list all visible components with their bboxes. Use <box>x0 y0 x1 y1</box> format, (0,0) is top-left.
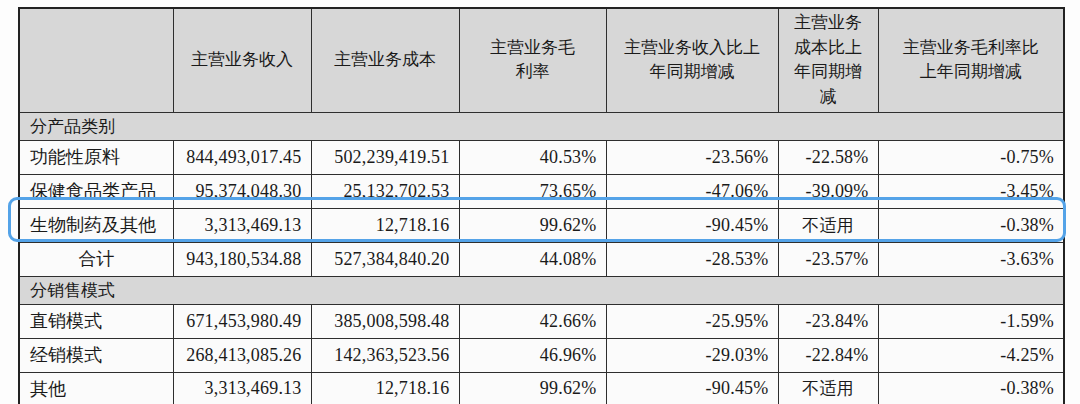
cell-revenue-change: -29.03% <box>606 338 778 372</box>
cell-margin-change: -1.59% <box>878 304 1064 338</box>
cell-revenue-change: -28.53% <box>606 242 778 276</box>
row-label: 直销模式 <box>19 304 173 338</box>
cell-revenue: 95,374,048.30 <box>173 174 311 208</box>
header-cell-margin: 主营业务毛 利率 <box>459 8 606 112</box>
report-page: 主营业务收入 主营业务成本 主营业务毛 利率 主营业务收入比上 年同期增减 主营… <box>0 0 1080 404</box>
cell-cost: 527,384,840.20 <box>311 242 459 276</box>
row-label: 其他 <box>19 372 173 404</box>
section-row-by-product: 分产品类别 <box>19 112 1064 140</box>
header-cell-margin-change: 主营业务毛利率比 上年同期增减 <box>878 8 1064 112</box>
cell-cost-change: -23.57% <box>778 242 878 276</box>
table-row-total-by-product: 合计 943,180,534.88 527,384,840.20 44.08% … <box>19 242 1064 276</box>
header-cell-cost-change: 主营业务 成本比上 年同期增 减 <box>778 8 878 112</box>
cell-cost: 385,008,598.48 <box>311 304 459 338</box>
cell-revenue-change: -90.45% <box>606 372 778 404</box>
cell-revenue: 943,180,534.88 <box>173 242 311 276</box>
table-row-biopharma-other: 生物制药及其他 3,313,469.13 12,718.16 99.62% -9… <box>19 208 1064 242</box>
header-cell-revenue-change: 主营业务收入比上 年同期增减 <box>606 8 778 112</box>
cell-margin-change: -0.38% <box>878 208 1064 242</box>
cell-revenue: 3,313,469.13 <box>173 208 311 242</box>
cell-margin-change: -0.38% <box>878 372 1064 404</box>
cell-revenue: 844,493,017.45 <box>173 140 311 174</box>
cell-cost: 12,718.16 <box>311 372 459 404</box>
table-row-other: 其他 3,313,469.13 12,718.16 99.62% -90.45%… <box>19 372 1064 404</box>
table-row-direct-sales: 直销模式 671,453,980.49 385,008,598.48 42.66… <box>19 304 1064 338</box>
row-label: 生物制药及其他 <box>19 208 173 242</box>
table-row-distribution: 经销模式 268,413,085.26 142,363,523.56 46.96… <box>19 338 1064 372</box>
cell-cost: 12,718.16 <box>311 208 459 242</box>
cell-margin: 46.96% <box>459 338 606 372</box>
cell-margin: 73.65% <box>459 174 606 208</box>
cell-cost-change: -22.84% <box>778 338 878 372</box>
cell-margin: 99.62% <box>459 208 606 242</box>
cell-margin-change: -3.45% <box>878 174 1064 208</box>
cell-revenue-change: -25.95% <box>606 304 778 338</box>
section-title: 分销售模式 <box>19 276 1064 304</box>
cell-revenue: 3,313,469.13 <box>173 372 311 404</box>
cell-margin: 40.53% <box>459 140 606 174</box>
section-row-by-sales-model: 分销售模式 <box>19 276 1064 304</box>
cell-revenue: 671,453,980.49 <box>173 304 311 338</box>
cell-margin: 44.08% <box>459 242 606 276</box>
cell-cost-change: 不适用 <box>778 208 878 242</box>
table-header-row: 主营业务收入 主营业务成本 主营业务毛 利率 主营业务收入比上 年同期增减 主营… <box>19 8 1064 112</box>
cell-cost-change: -39.09% <box>778 174 878 208</box>
section-title: 分产品类别 <box>19 112 1064 140</box>
cell-revenue-change: -90.45% <box>606 208 778 242</box>
header-cell-revenue: 主营业务收入 <box>173 8 311 112</box>
cell-margin: 42.66% <box>459 304 606 338</box>
cell-cost: 25,132,702.53 <box>311 174 459 208</box>
cell-margin-change: -4.25% <box>878 338 1064 372</box>
cell-revenue-change: -47.06% <box>606 174 778 208</box>
cell-cost: 502,239,419.51 <box>311 140 459 174</box>
header-cell-row-label <box>19 8 173 112</box>
row-label: 功能性原料 <box>19 140 173 174</box>
cell-cost: 142,363,523.56 <box>311 338 459 372</box>
table-row-functional-materials: 功能性原料 844,493,017.45 502,239,419.51 40.5… <box>19 140 1064 174</box>
cell-cost-change: -23.84% <box>778 304 878 338</box>
cell-revenue: 268,413,085.26 <box>173 338 311 372</box>
cell-cost-change: 不适用 <box>778 372 878 404</box>
cell-margin-change: -3.63% <box>878 242 1064 276</box>
table-row-health-food: 保健食品类产品 95,374,048.30 25,132,702.53 73.6… <box>19 174 1064 208</box>
row-label: 合计 <box>19 242 173 276</box>
cell-cost-change: -22.58% <box>778 140 878 174</box>
cell-margin: 99.62% <box>459 372 606 404</box>
header-cell-cost: 主营业务成本 <box>311 8 459 112</box>
cell-revenue-change: -23.56% <box>606 140 778 174</box>
row-label: 保健食品类产品 <box>19 174 173 208</box>
row-label: 经销模式 <box>19 338 173 372</box>
cell-margin-change: -0.75% <box>878 140 1064 174</box>
main-business-table: 主营业务收入 主营业务成本 主营业务毛 利率 主营业务收入比上 年同期增减 主营… <box>18 7 1065 404</box>
